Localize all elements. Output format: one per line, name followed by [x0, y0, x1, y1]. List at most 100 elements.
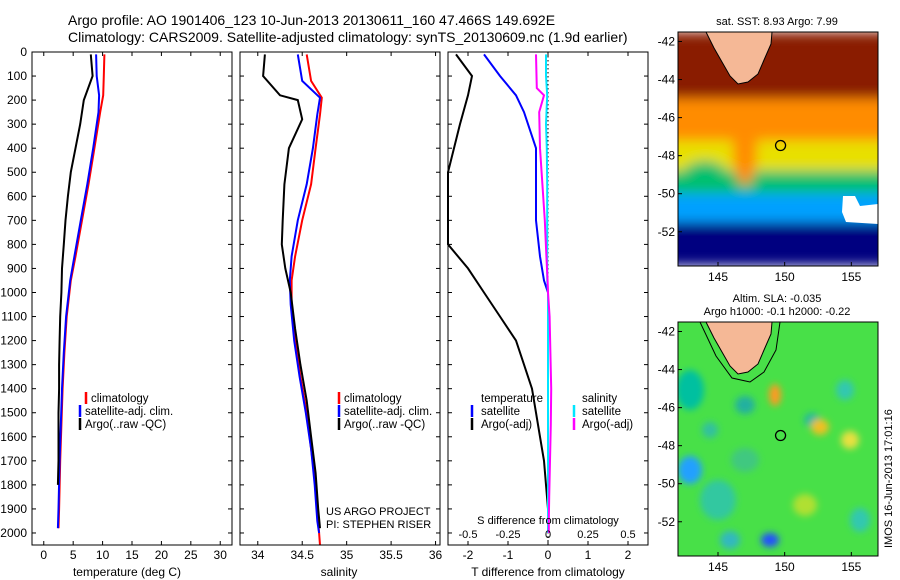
y-tick-label: 1500 [0, 406, 27, 420]
x-tick-label: 0 [40, 548, 47, 562]
salinity-legend: climatology satellite-adj. clim. Argo(..… [337, 392, 432, 431]
sla-map-subtitle: Argo h1000: -0.1 h2000: -0.22 [704, 306, 851, 318]
s-tick-label: 0.25 [577, 529, 598, 541]
x-tick-label: 15 [125, 548, 139, 562]
y-tick-label: 1900 [0, 502, 27, 516]
sst-warm-tongue [733, 115, 757, 185]
x-tick-label: 30 [214, 548, 228, 562]
legend-label-t-argo: Argo(-adj) [481, 419, 532, 431]
legend-label-s-argo: Argo(-adj) [582, 419, 633, 431]
map-y-tick-label: -48 [658, 149, 676, 163]
legend-label-argo: Argo(..raw -QC) [344, 419, 425, 431]
header-line-2: Climatology: CARS2009. Satellite-adjuste… [68, 29, 628, 45]
y-tick-label: 1300 [0, 358, 27, 372]
x-tick-label: 0 [545, 548, 552, 562]
legend-label-climatology: climatology [344, 393, 402, 405]
salinity-x-label: salinity [321, 565, 358, 579]
x-tick-label: 36 [429, 548, 443, 562]
map-y-tick-label: -52 [658, 225, 676, 239]
y-tick-label: 1600 [0, 430, 27, 444]
map-x-tick-label: 150 [775, 270, 795, 284]
tasmania-land-shape [705, 32, 773, 85]
salinity-panel: 34 34.5 35 35.5 36 salinity climatology sate… [239, 51, 443, 579]
x-tick-label: 2 [625, 548, 632, 562]
map-y-tick-label: -48 [658, 439, 676, 453]
map-y-tick-label: -50 [658, 187, 676, 201]
salinity-lines [262, 54, 323, 546]
t-difference-x-ticks: -2 -1 0 1 2 [463, 52, 632, 562]
y-tick-label: 300 [7, 117, 27, 131]
argo-float-marker [774, 429, 787, 442]
sst-map-frame [677, 31, 879, 267]
project-annotation-line-2: PI: STEPHEN RISER [326, 519, 431, 531]
x-tick-label: -2 [463, 548, 474, 562]
x-tick-label: 34.5 [291, 548, 315, 562]
x-tick-label: 1 [585, 548, 592, 562]
y-tick-label: 100 [7, 69, 27, 83]
sst-map-ticks: 145 150 155 -42 -44 -46 -48 -50 -52 [658, 35, 862, 284]
series-line-0-2 [56, 54, 94, 485]
sst-zone-band-1 [678, 98, 878, 141]
y-tick-label: 0 [20, 45, 27, 59]
legend-label-satellite: satellite-adj. clim. [344, 406, 432, 418]
y-tick-label: 1700 [0, 454, 27, 468]
difference-legend-salinity: salinity satellite Argo(-adj) [572, 393, 633, 431]
legend-label-argo: Argo(..raw -QC) [85, 419, 166, 431]
legend-label-climatology: climatology [91, 393, 149, 405]
map-x-tick-label: 145 [708, 270, 728, 284]
s-difference-label: S difference from climatology [477, 515, 619, 527]
s-tick-label: 0.5 [620, 529, 635, 541]
series-line-2-0 [483, 53, 549, 533]
sla-map-title: Altim. SLA: -0.035 [733, 293, 822, 305]
x-tick-label: 35 [340, 548, 354, 562]
sla-map-frame [677, 321, 879, 557]
sla-heatmap [678, 322, 878, 556]
legend-title-temperature: temperature [481, 393, 543, 405]
x-tick-label: 35.5 [379, 548, 403, 562]
y-tick-label: 800 [7, 237, 27, 251]
sst-map-panel: sat. SST: 8.93 Argo: 7.99 145 150 155 -42 -4… [658, 16, 879, 284]
legend-label-satellite: satellite-adj. clim. [85, 406, 173, 418]
temperature-x-ticks: 0 5 10 15 20 25 30 [40, 52, 227, 562]
y-tick-label: 500 [7, 165, 27, 179]
x-tick-label: 25 [184, 548, 198, 562]
map-y-tick-label: -52 [658, 515, 676, 529]
t-difference-x-label: T difference from climatology [471, 565, 625, 579]
map-y-tick-label: -46 [658, 401, 676, 415]
s-tick-label: 0 [545, 529, 551, 541]
series-line-0-1 [56, 54, 101, 529]
x-tick-label: 5 [70, 548, 77, 562]
sst-heatmap [678, 32, 878, 266]
map-x-tick-label: 150 [775, 560, 795, 574]
y-tick-label: 900 [7, 261, 27, 275]
map-x-tick-label: 145 [708, 560, 728, 574]
y-tick-label: 1200 [0, 334, 27, 348]
series-line-2-1 [447, 53, 549, 529]
salinity-axes-frame [239, 51, 441, 546]
tasmania-land-shape [705, 322, 773, 375]
y-tick-label: 400 [7, 141, 27, 155]
project-annotation-line-1: US ARGO PROJECT [326, 506, 431, 518]
temperature-lines [56, 54, 106, 529]
map-y-tick-label: -50 [658, 477, 676, 491]
sst-zone-band-5 [678, 222, 878, 266]
difference-legend-temperature: temperature satellite Argo(-adj) [470, 393, 543, 431]
map-x-tick-label: 155 [841, 560, 861, 574]
map-x-tick-label: 155 [841, 270, 861, 284]
sst-cold-band [760, 195, 840, 215]
temperature-legend: climatology satellite-adj. clim. Argo(..… [78, 392, 173, 431]
s-tick-label: -0.5 [459, 529, 478, 541]
x-tick-label: 10 [96, 548, 110, 562]
legend-label-s-satellite: satellite [582, 406, 621, 418]
legend-title-salinity: salinity [582, 393, 617, 405]
imos-timestamp: IMOS 16-Jun-2013 17:01:16 [883, 409, 895, 548]
x-tick-label: -1 [503, 548, 514, 562]
y-tick-label: 200 [7, 93, 27, 107]
sst-missing-data-patch [842, 196, 878, 224]
y-tick-label: 1800 [0, 478, 27, 492]
header-line-1: Argo profile: AO 1901406_123 10-Jun-2013… [68, 12, 555, 28]
x-tick-label: 34 [251, 548, 265, 562]
y-tick-label: 2000 [0, 526, 27, 540]
sst-zone-band-3 [678, 170, 878, 194]
y-tick-label: 1400 [0, 382, 27, 396]
